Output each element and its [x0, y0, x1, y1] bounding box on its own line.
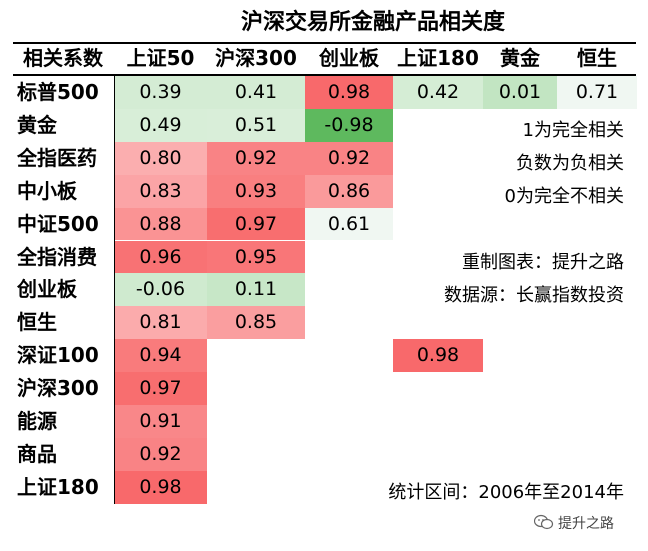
row-label: 黄金 — [17, 112, 57, 137]
column-header: 上证50 — [126, 46, 195, 70]
heatmap-cell: 0.95 — [207, 240, 305, 274]
heatmap-cell: 0.98 — [305, 76, 393, 109]
row-label: 全指医药 — [17, 145, 97, 170]
row-label: 创业板 — [17, 277, 77, 302]
heatmap-cell: 0.94 — [114, 339, 207, 373]
row-label: 商品 — [17, 441, 57, 466]
heatmap-cell: 0.85 — [207, 306, 305, 340]
heatmap-cell: 0.91 — [114, 405, 207, 438]
row-label: 上证180 — [17, 474, 99, 499]
source-note: 数据源：长赢指数投资 — [444, 285, 624, 306]
credit-note: 重制图表：提升之路 — [462, 252, 624, 273]
heatmap-cell: 0.42 — [393, 76, 483, 109]
heatmap-cell: 0.92 — [305, 141, 393, 175]
wechat-icon — [534, 514, 554, 530]
row-label: 沪深300 — [17, 376, 99, 401]
heatmap-cell: 0.97 — [207, 207, 305, 241]
heatmap-cell: 0.97 — [114, 372, 207, 405]
row-label: 深证100 — [17, 343, 99, 368]
row-label: 全指消费 — [17, 244, 97, 269]
legend-note-full: 1为完全相关 — [522, 120, 624, 141]
heatmap-cell: 0.81 — [114, 306, 207, 340]
correlation-table: 相关系数 上证50 沪深300 创业板 上证180 黄金 恒生 标普500 0.39 0.41 0… — [13, 42, 637, 510]
corner-label: 相关系数 — [23, 46, 103, 70]
heatmap-cell: 0.83 — [114, 174, 207, 208]
row-label: 中证500 — [17, 211, 99, 236]
row-label-divider — [114, 74, 115, 504]
legend-note-zero: 0为完全不相关 — [504, 186, 624, 207]
heatmap-cell: 0.98 — [114, 470, 207, 504]
heatmap-cell: 0.49 — [114, 108, 207, 142]
heatmap-cell: 0.80 — [114, 141, 207, 175]
header-bottom-border — [13, 74, 636, 76]
period-note: 统计区间：2006年至2014年 — [388, 482, 624, 503]
chart-title: 沪深交易所金融产品相关度 — [240, 10, 505, 35]
heatmap-cell: 0.86 — [305, 174, 393, 208]
table-top-border — [13, 42, 636, 44]
heatmap-cell: 0.01 — [483, 76, 557, 109]
heatmap-cell: 0.93 — [207, 174, 305, 208]
heatmap-cell: 0.71 — [557, 76, 637, 109]
column-header: 创业板 — [319, 46, 379, 70]
column-header: 沪深300 — [215, 46, 297, 70]
column-header: 恒生 — [577, 46, 617, 70]
heatmap-cell: -0.06 — [114, 273, 207, 307]
heatmap-cell: 0.61 — [305, 207, 393, 241]
legend-note-negative: 负数为负相关 — [516, 153, 624, 174]
heatmap-cell: 0.98 — [393, 339, 483, 373]
heatmap-cell: 0.41 — [207, 76, 305, 109]
column-header: 上证180 — [397, 46, 479, 70]
heatmap-cell: 0.92 — [114, 437, 207, 471]
row-label: 中小板 — [17, 178, 77, 203]
heatmap-cell: 0.51 — [207, 108, 305, 142]
heatmap-cell: 0.39 — [114, 76, 207, 109]
heatmap-cell: 0.92 — [207, 141, 305, 175]
watermark-text: 提升之路 — [558, 516, 614, 532]
heatmap-cell: -0.98 — [305, 108, 393, 142]
heatmap-cell: 0.11 — [207, 273, 305, 307]
column-header: 黄金 — [500, 46, 540, 70]
row-label: 能源 — [17, 409, 57, 433]
row-label: 恒生 — [17, 310, 57, 335]
heatmap-cell: 0.88 — [114, 207, 207, 241]
heatmap-cell: 0.96 — [114, 240, 207, 274]
row-label: 标普500 — [17, 80, 99, 104]
